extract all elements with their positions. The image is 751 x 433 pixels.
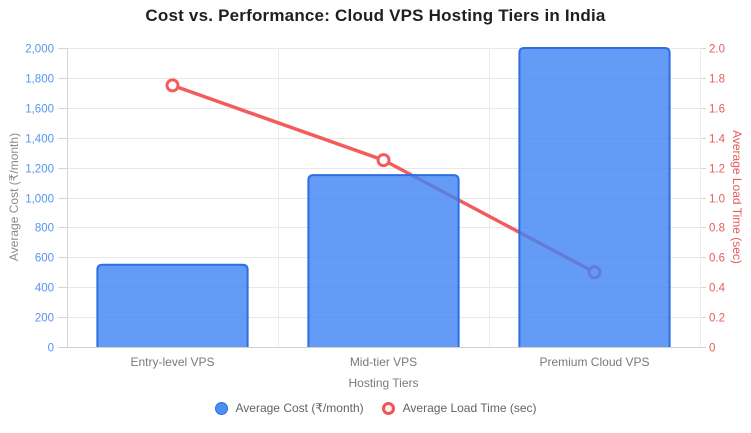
right-axis-tick-label: 0.2: [709, 313, 725, 325]
left-axis-tick-label: 1,000: [25, 194, 54, 206]
legend-label: Average Cost (₹/month): [235, 401, 364, 415]
x-axis-tick-label: Mid-tier VPS: [350, 355, 417, 369]
cost-bar[interactable]: [519, 48, 670, 347]
load-time-point[interactable]: [376, 153, 391, 168]
x-axis-tick-label: Entry-level VPS: [130, 355, 214, 369]
left-axis-tick-label: 1,200: [25, 164, 54, 176]
right-axis-tick-label: 1.6: [709, 104, 725, 116]
right-axis-tick-label: 1.8: [709, 74, 725, 86]
cost-bar-border: [96, 263, 249, 347]
load-time-point[interactable]: [165, 78, 180, 93]
left-axis-tick-label: 200: [35, 313, 54, 325]
legend-label: Average Load Time (sec): [402, 401, 537, 415]
x-axis-tick-label: Premium Cloud VPS: [539, 355, 649, 369]
chart-title: Cost vs. Performance: Cloud VPS Hosting …: [145, 6, 606, 25]
left-axis-title: Average Cost (₹/month): [7, 132, 21, 262]
left-axis-tick-label: 400: [35, 283, 54, 295]
right-axis-tick-label: 2.0: [709, 44, 725, 56]
left-axis-tick-label: 1,600: [25, 104, 54, 116]
right-axis-tick-label: 0.6: [709, 253, 725, 265]
left-axis-tick-label: 0: [48, 343, 54, 355]
left-axis-tick-label: 1,800: [25, 74, 54, 86]
left-axis-tick-label: 800: [35, 223, 54, 235]
chart-legend: Average Cost (₹/month) Average Load Time…: [0, 401, 751, 415]
right-axis-tick-label: 1.0: [709, 194, 725, 206]
right-axis-tick-label: 1.2: [709, 164, 725, 176]
right-axis-title: Average Load Time (sec): [730, 130, 744, 264]
left-axis-tick-label: 1,400: [25, 134, 54, 146]
left-axis-tick-label: 2,000: [25, 44, 54, 56]
right-axis-tick-label: 0.4: [709, 283, 726, 295]
cost-bar-border: [307, 174, 460, 347]
cost-bar[interactable]: [97, 264, 248, 347]
x-axis-title: Hosting Tiers: [348, 376, 418, 390]
cost-bar[interactable]: [308, 175, 459, 347]
legend-item-average-load-time[interactable]: Average Load Time (sec): [381, 401, 537, 415]
bar-series-marker-icon: [214, 401, 228, 415]
left-axis-tick-label: 600: [35, 253, 54, 265]
right-axis-tick-label: 0: [709, 343, 715, 355]
line-series-marker-icon: [381, 401, 395, 415]
legend-item-average-cost[interactable]: Average Cost (₹/month): [214, 401, 364, 415]
right-axis-tick-label: 1.4: [709, 134, 726, 146]
cost-bar-border: [518, 47, 671, 347]
right-axis-tick-label: 0.8: [709, 223, 725, 235]
